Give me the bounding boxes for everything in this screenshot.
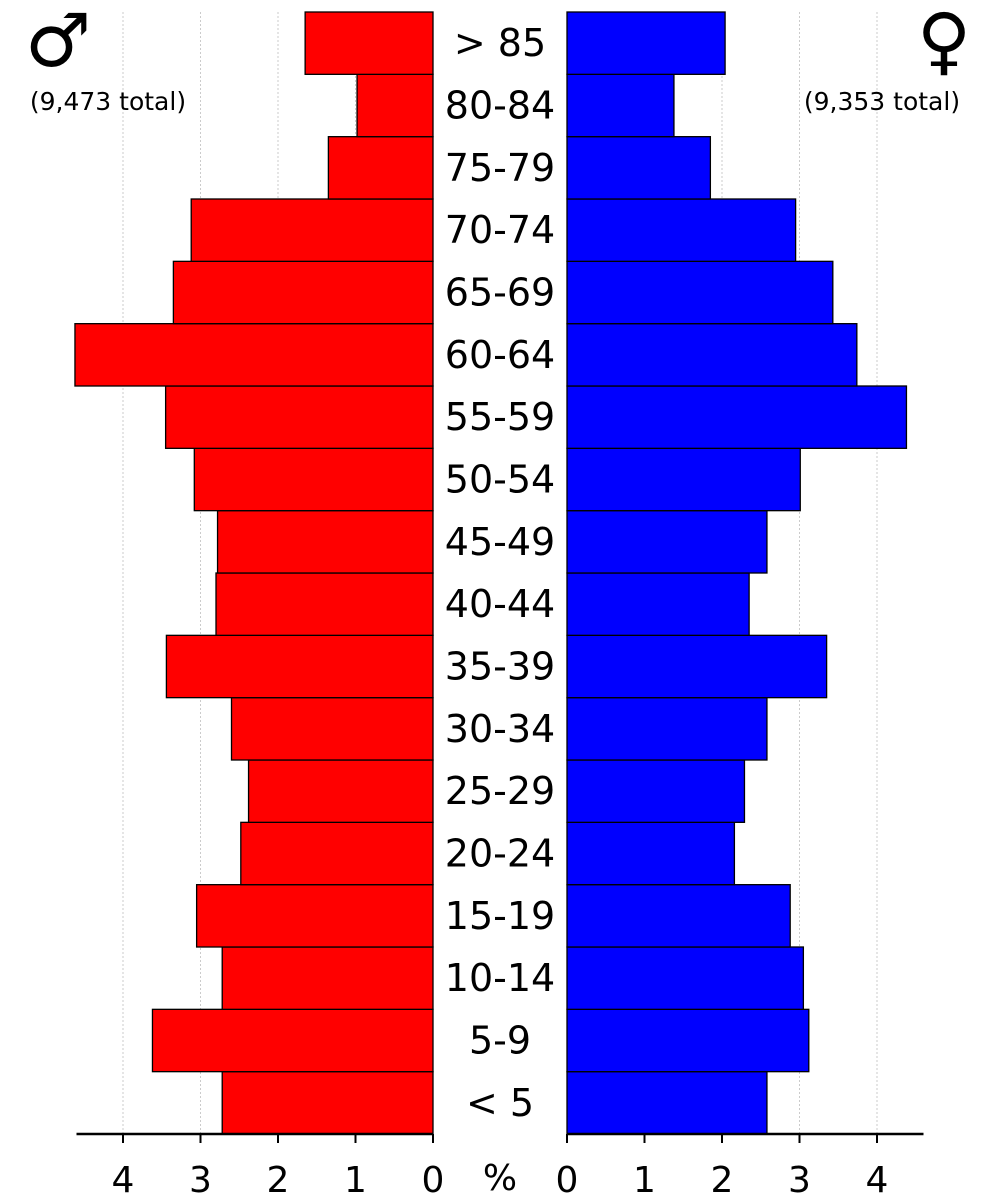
age-label-6: 30-34 bbox=[445, 707, 555, 751]
female-bar-12 bbox=[566, 323, 858, 387]
female-bar-2 bbox=[566, 946, 805, 1010]
right-tick-label-3: 3 bbox=[788, 1160, 811, 1200]
age-label-15: 75-79 bbox=[445, 146, 555, 190]
age-label-5: 25-29 bbox=[445, 769, 555, 813]
male-bar-14 bbox=[190, 198, 434, 262]
male-bar-9 bbox=[216, 510, 434, 574]
male-bar-2 bbox=[221, 946, 434, 1010]
male-bar-11 bbox=[164, 385, 434, 449]
age-label-4: 20-24 bbox=[445, 832, 555, 876]
right-tick-label-2: 2 bbox=[711, 1160, 734, 1200]
age-label-7: 35-39 bbox=[445, 645, 555, 689]
female-bar-10 bbox=[566, 447, 801, 512]
male-bars bbox=[74, 11, 434, 1135]
female-total-label: (9,353 total) bbox=[804, 87, 960, 116]
left-tick-label-0: 0 bbox=[422, 1160, 445, 1200]
right-tick-label-1: 1 bbox=[633, 1160, 656, 1200]
female-bar-6 bbox=[566, 697, 768, 761]
female-bar-3 bbox=[566, 884, 791, 948]
male-bar-3 bbox=[195, 884, 434, 948]
female-bar-15 bbox=[566, 136, 712, 200]
right-tick-label-0: 0 bbox=[556, 1160, 579, 1200]
female-bar-9 bbox=[566, 510, 768, 574]
age-label-2: 10-14 bbox=[445, 956, 555, 1000]
age-label-3: 15-19 bbox=[445, 894, 555, 938]
male-bar-16 bbox=[356, 73, 434, 138]
male-bar-17 bbox=[304, 11, 434, 75]
female-symbol-icon: ♀ bbox=[917, 0, 971, 84]
age-label-17: > 85 bbox=[454, 21, 546, 65]
female-bar-11 bbox=[566, 385, 908, 449]
male-total-label: (9,473 total) bbox=[30, 87, 186, 116]
unit-label: % bbox=[483, 1158, 517, 1199]
age-label-12: 60-64 bbox=[445, 333, 555, 377]
male-bar-4 bbox=[240, 821, 434, 886]
male-bar-15 bbox=[327, 136, 434, 200]
female-bar-0 bbox=[566, 1071, 768, 1135]
right-tick-label-4: 4 bbox=[866, 1160, 889, 1200]
age-label-11: 55-59 bbox=[445, 395, 555, 439]
female-bar-7 bbox=[566, 634, 828, 699]
age-label-16: 80-84 bbox=[445, 84, 555, 128]
male-bar-6 bbox=[230, 697, 434, 761]
female-bar-16 bbox=[566, 73, 675, 138]
female-bar-5 bbox=[566, 759, 746, 823]
female-bar-13 bbox=[566, 260, 834, 325]
male-bar-0 bbox=[221, 1071, 434, 1135]
left-tick-label-2: 2 bbox=[267, 1160, 290, 1200]
age-label-0: < 5 bbox=[466, 1081, 534, 1125]
female-bar-1 bbox=[566, 1008, 810, 1073]
female-bar-17 bbox=[566, 11, 726, 75]
male-symbol-icon: ♂ bbox=[25, 0, 91, 84]
female-bar-4 bbox=[566, 821, 736, 886]
female-bar-8 bbox=[566, 572, 750, 636]
left-tick-label-4: 4 bbox=[112, 1160, 135, 1200]
left-tick-label-1: 1 bbox=[344, 1160, 367, 1200]
male-bar-7 bbox=[165, 634, 434, 699]
male-bar-12 bbox=[74, 323, 434, 387]
male-bar-13 bbox=[172, 260, 434, 325]
age-label-10: 50-54 bbox=[445, 458, 555, 502]
age-label-1: 5-9 bbox=[469, 1019, 531, 1063]
female-bars bbox=[566, 11, 908, 1135]
left-tick-label-3: 3 bbox=[189, 1160, 212, 1200]
age-label-14: 70-74 bbox=[445, 208, 555, 252]
male-bar-1 bbox=[151, 1008, 434, 1073]
age-label-9: 45-49 bbox=[445, 520, 555, 564]
age-labels: < 5 5-9 10-14 15-19 20-24 25-29 30-34 35-39 40-4… bbox=[445, 21, 555, 1125]
male-bar-10 bbox=[193, 447, 434, 512]
age-label-8: 40-44 bbox=[445, 582, 555, 626]
female-bar-14 bbox=[566, 198, 797, 262]
axes-layer: 0 0 1 1 2 2 3 3 4 4 bbox=[76, 1132, 924, 1200]
male-bar-8 bbox=[215, 572, 434, 636]
male-bar-5 bbox=[247, 759, 434, 823]
age-label-13: 65-69 bbox=[445, 271, 555, 315]
